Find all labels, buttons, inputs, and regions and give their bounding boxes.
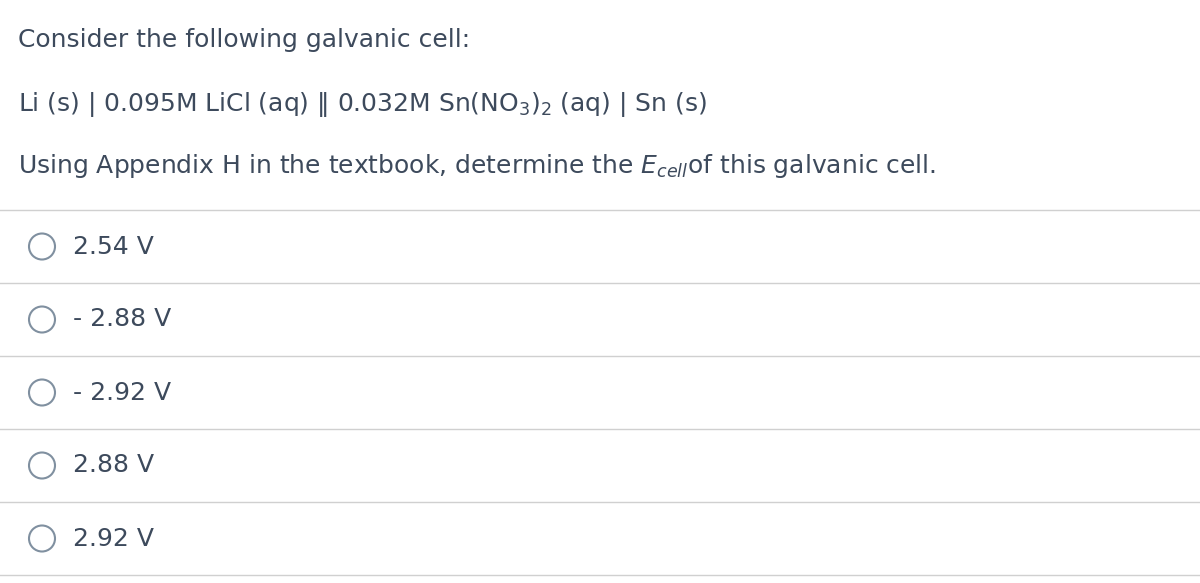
Text: 2.54 V: 2.54 V bbox=[73, 234, 154, 258]
Text: 2.92 V: 2.92 V bbox=[73, 526, 154, 550]
Text: - 2.88 V: - 2.88 V bbox=[73, 307, 172, 332]
Text: - 2.92 V: - 2.92 V bbox=[73, 381, 172, 405]
Text: Using Appendix H in the textbook, determine the $\mathit{E}_{cell}$of this galva: Using Appendix H in the textbook, determ… bbox=[18, 152, 936, 180]
Text: 2.88 V: 2.88 V bbox=[73, 454, 154, 477]
Text: Consider the following galvanic cell:: Consider the following galvanic cell: bbox=[18, 28, 470, 52]
Text: Li (s) | 0.095M LiCl (aq) $\|$ 0.032M Sn(NO$_3$)$_2$ (aq) | Sn (s): Li (s) | 0.095M LiCl (aq) $\|$ 0.032M Sn… bbox=[18, 90, 707, 119]
